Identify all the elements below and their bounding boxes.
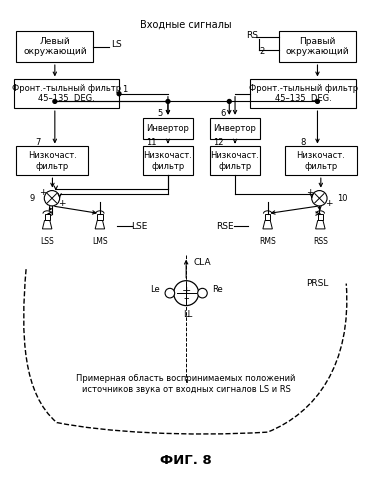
Polygon shape — [263, 220, 272, 229]
Text: CLA: CLA — [194, 258, 211, 267]
Circle shape — [316, 100, 319, 103]
Text: ФИГ. 8: ФИГ. 8 — [160, 454, 212, 468]
FancyBboxPatch shape — [14, 80, 119, 108]
Circle shape — [165, 288, 175, 298]
Polygon shape — [316, 220, 325, 229]
Text: Входные сигналы: Входные сигналы — [140, 20, 232, 30]
Text: +: + — [58, 200, 65, 208]
Text: Фронт.-тыльный фильтр
45–135  DEG.: Фронт.-тыльный фильтр 45–135 DEG. — [12, 84, 121, 103]
Text: Инвертор: Инвертор — [147, 124, 189, 133]
Text: Примерная область воспринимаемых положений
источников звука от входных сигналов : Примерная область воспринимаемых положен… — [77, 374, 296, 394]
FancyBboxPatch shape — [210, 146, 260, 175]
Text: RSE: RSE — [216, 222, 234, 230]
Text: LSE: LSE — [131, 222, 148, 230]
Polygon shape — [43, 220, 52, 229]
Text: Низкочаст.
фильтр: Низкочаст. фильтр — [296, 151, 345, 171]
Circle shape — [166, 100, 170, 103]
Text: 7: 7 — [36, 138, 41, 147]
FancyBboxPatch shape — [143, 118, 193, 139]
Circle shape — [117, 92, 121, 96]
Text: 12: 12 — [213, 138, 223, 147]
Text: LL: LL — [184, 310, 193, 320]
Text: Фронт.-тыльный фильтр
45–135  DEG.: Фронт.-тыльный фильтр 45–135 DEG. — [249, 84, 358, 103]
Text: 11: 11 — [146, 138, 157, 147]
Text: RS: RS — [246, 32, 259, 40]
FancyBboxPatch shape — [210, 118, 260, 139]
Text: Левый
окружающий: Левый окружающий — [23, 37, 87, 56]
Text: PRSL: PRSL — [306, 279, 328, 288]
Text: Низкочаст.
фильтр: Низкочаст. фильтр — [144, 151, 192, 171]
Bar — [97, 214, 102, 220]
Polygon shape — [95, 220, 105, 229]
Text: –: – — [184, 293, 189, 303]
Bar — [265, 214, 270, 220]
Text: +: + — [181, 286, 191, 296]
Circle shape — [228, 100, 231, 103]
Text: 5: 5 — [157, 110, 163, 118]
Circle shape — [174, 280, 199, 305]
Text: 10: 10 — [337, 194, 347, 202]
Text: Инвертор: Инвертор — [213, 124, 256, 133]
Circle shape — [53, 100, 57, 103]
Text: 1: 1 — [122, 86, 127, 94]
Circle shape — [198, 288, 207, 298]
Text: RMS: RMS — [259, 236, 276, 246]
Text: +: + — [306, 188, 313, 197]
Text: RSS: RSS — [313, 236, 328, 246]
Text: Le: Le — [151, 285, 160, 294]
FancyBboxPatch shape — [250, 80, 356, 108]
FancyBboxPatch shape — [143, 146, 193, 175]
Bar — [318, 214, 323, 220]
Text: LSS: LSS — [40, 236, 54, 246]
Text: +: + — [38, 188, 46, 197]
FancyBboxPatch shape — [279, 32, 356, 62]
Text: LMS: LMS — [92, 236, 108, 246]
Text: +: + — [325, 200, 333, 208]
FancyBboxPatch shape — [17, 146, 88, 175]
Text: Низкочаст.
фильтр: Низкочаст. фильтр — [28, 151, 77, 171]
FancyBboxPatch shape — [285, 146, 357, 175]
Text: 9: 9 — [30, 194, 35, 202]
Text: Правый
окружающий: Правый окружающий — [286, 37, 349, 56]
Text: Re: Re — [212, 285, 223, 294]
Text: 6: 6 — [221, 110, 226, 118]
Text: 2: 2 — [259, 47, 264, 56]
Text: Низкочаст.
фильтр: Низкочаст. фильтр — [211, 151, 259, 171]
Bar — [44, 214, 50, 220]
Text: 8: 8 — [300, 138, 306, 147]
Text: LS: LS — [111, 40, 122, 50]
FancyBboxPatch shape — [17, 32, 93, 62]
